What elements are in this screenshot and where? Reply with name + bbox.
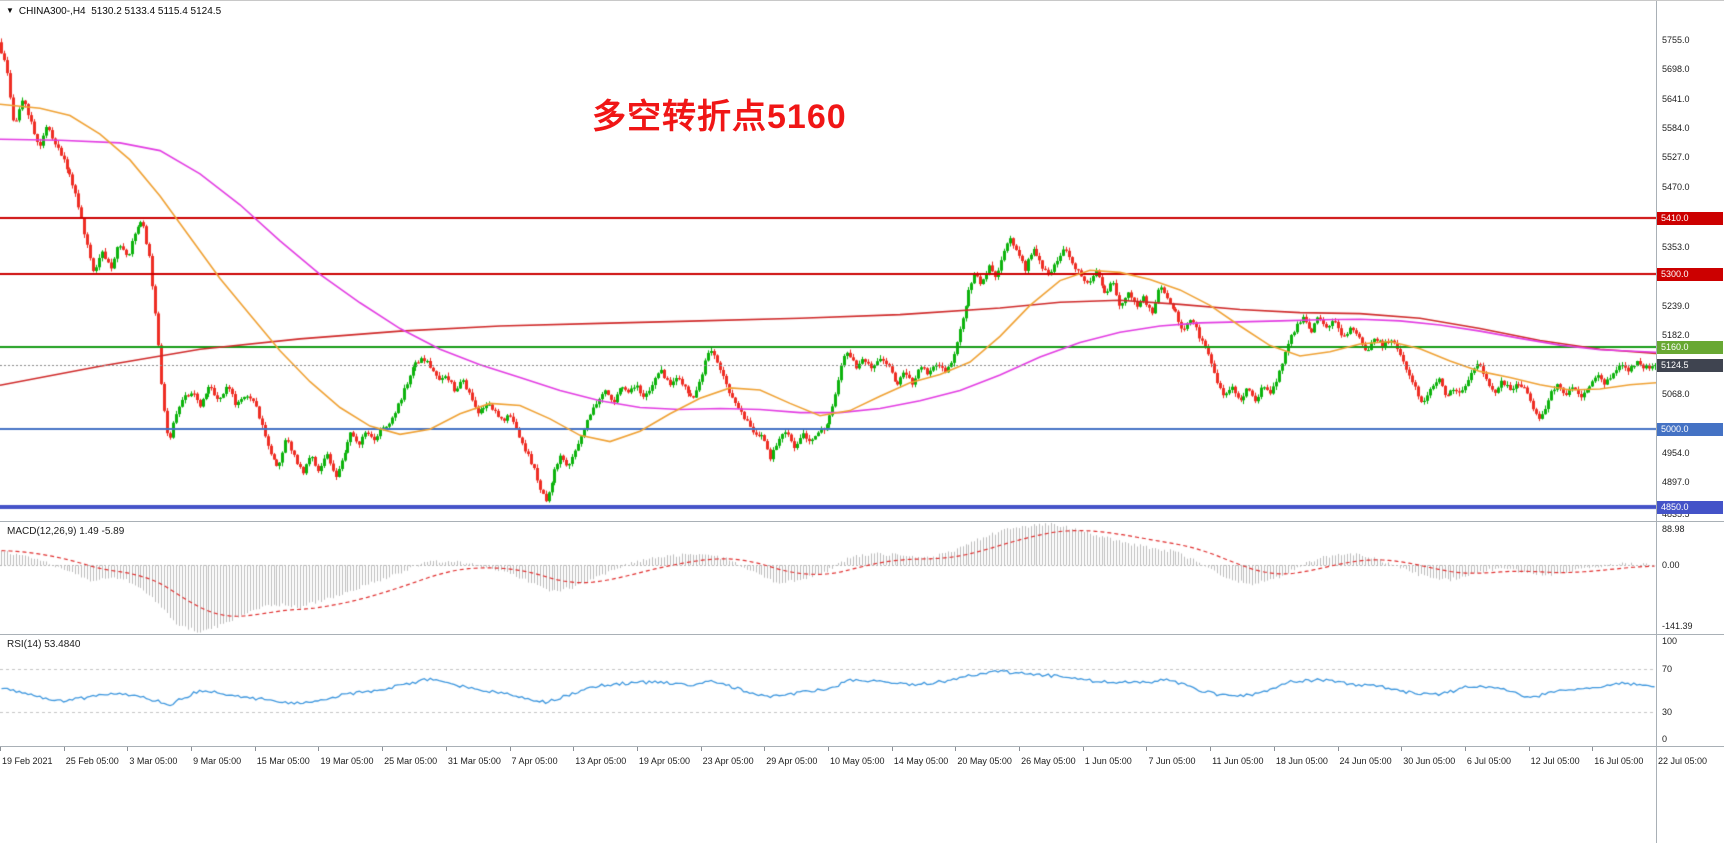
price-axis-label: 5527.0 [1662, 152, 1690, 163]
rsi-label: RSI(14) 53.4840 [7, 639, 81, 650]
price-level-badge: 5410.0 [1657, 211, 1723, 225]
time-axis-label: 12 Jul 05:00 [1530, 756, 1580, 766]
macd-indicator-pane: MACD(12,26,9) 1.49 -5.89 88.98 0.00 -141.3… [0, 521, 1724, 634]
time-axis-tick [1210, 747, 1211, 751]
price-axis-label: 4835.5 [1662, 509, 1690, 520]
price-level-badge: 5124.5 [1657, 358, 1723, 372]
price-level-badge: 5300.0 [1657, 268, 1723, 282]
macd-axis-label: 0.00 [1662, 560, 1680, 571]
time-axis-tick [1083, 747, 1084, 751]
time-axis[interactable]: 19 Feb 2021 25 Feb 05:00 3 Mar 05:00 9 Mar … [0, 746, 1724, 843]
time-axis-tick [1019, 747, 1020, 751]
time-axis-label: 19 Feb 2021 [2, 756, 53, 766]
price-axis-separator [1656, 1, 1657, 843]
price-axis-label: 5470.0 [1662, 181, 1690, 192]
time-axis-label: 23 Apr 05:00 [702, 756, 754, 766]
price-level-badge: 5160.0 [1657, 340, 1723, 354]
time-axis-label: 22 Jul 05:00 [1658, 756, 1708, 766]
price-axis-label: 5698.0 [1662, 64, 1690, 75]
time-axis-label: 7 Jun 05:00 [1148, 756, 1196, 766]
time-axis-tick [1592, 747, 1593, 751]
time-axis-label: 19 Mar 05:00 [320, 756, 374, 766]
macd-axis: 88.98 0.00 -141.39 [1657, 522, 1724, 634]
time-axis-tick [446, 747, 447, 751]
chart-annotation-text[interactable]: 多空转折点5160 [592, 98, 847, 136]
candlestick-chart-canvas[interactable] [0, 1, 1656, 521]
time-axis-tick [828, 747, 829, 751]
time-axis-tick [1146, 747, 1147, 751]
price-level-badge: 4850.0 [1657, 500, 1723, 514]
symbol-ohlc: 5130.2 5133.4 5115.4 5124.5 [91, 6, 222, 17]
time-axis-tick [510, 747, 511, 751]
time-axis-label: 26 May 05:00 [1021, 756, 1076, 766]
time-axis-tick [764, 747, 765, 751]
macd-indicator-canvas[interactable] [0, 522, 1656, 634]
price-axis-label: 4954.0 [1662, 447, 1690, 458]
price-axis-label: 5353.0 [1662, 242, 1690, 253]
time-axis-label: 18 Jun 05:00 [1275, 756, 1328, 766]
symbol-dropdown-icon[interactable]: ▼ [6, 6, 14, 15]
time-axis-label: 29 Apr 05:00 [766, 756, 818, 766]
macd-label: MACD(12,26,9) 1.49 -5.89 [7, 526, 125, 537]
rsi-axis-label: 70 [1662, 664, 1673, 675]
time-axis-label: 1 Jun 05:00 [1084, 756, 1132, 766]
time-axis-label: 6 Jul 05:00 [1466, 756, 1511, 766]
price-axis: 5755.0 5698.0 5641.0 5584.0 5527.0 5470.0 5353… [1657, 1, 1724, 521]
time-axis-label: 30 Jun 05:00 [1403, 756, 1456, 766]
rsi-axis-label: 100 [1662, 636, 1678, 646]
price-axis-label: 5755.0 [1662, 34, 1690, 45]
macd-axis-label: 88.98 [1662, 524, 1685, 534]
rsi-indicator-canvas[interactable] [0, 635, 1656, 746]
time-axis-tick [573, 747, 574, 751]
rsi-indicator-pane: RSI(14) 53.4840 100 70 30 0 [0, 634, 1724, 746]
time-axis-label: 11 Jun 05:00 [1212, 756, 1264, 766]
price-chart-pane: ▼ CHINA300-,H4 5130.2 5133.4 5115.4 5124.… [0, 1, 1724, 521]
time-axis-tick [255, 747, 256, 751]
price-axis-label: 5182.0 [1662, 330, 1690, 341]
time-axis-label: 10 May 05:00 [830, 756, 885, 766]
time-axis-tick [637, 747, 638, 751]
rsi-axis-label: 30 [1662, 706, 1673, 717]
symbol-title: CHINA300-,H4 [18, 6, 86, 17]
symbol-info: ▼ CHINA300-,H4 5130.2 5133.4 5115.4 5124.… [6, 6, 221, 17]
time-axis-tick [0, 747, 1, 751]
price-level-badge: 5000.0 [1657, 423, 1723, 437]
time-axis-tick [382, 747, 383, 751]
time-axis-label: 3 Mar 05:00 [129, 756, 178, 766]
macd-axis-label: -141.39 [1662, 621, 1693, 631]
time-axis-tick [1274, 747, 1275, 751]
time-axis-tick [1465, 747, 1466, 751]
time-axis-label: 25 Feb 05:00 [65, 756, 119, 766]
time-axis-label: 9 Mar 05:00 [193, 756, 242, 766]
time-axis-label: 14 May 05:00 [893, 756, 949, 766]
time-axis-label: 25 Mar 05:00 [384, 756, 438, 766]
price-axis-label: 5584.0 [1662, 122, 1690, 133]
time-axis-tick [318, 747, 319, 751]
time-axis-tick [64, 747, 65, 751]
price-axis-label: 4897.0 [1662, 477, 1690, 488]
time-axis-label: 7 Apr 05:00 [511, 756, 558, 766]
price-axis-label: 5068.0 [1662, 389, 1690, 400]
time-axis-tick [1529, 747, 1530, 751]
time-axis-label: 31 Mar 05:00 [447, 756, 501, 766]
time-axis-label: 16 Jul 05:00 [1594, 756, 1644, 766]
time-axis-label: 19 Apr 05:00 [638, 756, 690, 766]
time-axis-tick [892, 747, 893, 751]
rsi-axis-label: 0 [1662, 734, 1668, 744]
time-axis-label: 24 Jun 05:00 [1339, 756, 1392, 766]
rsi-axis: 100 70 30 0 [1657, 635, 1724, 746]
time-axis-label: 15 Mar 05:00 [256, 756, 310, 766]
time-axis-tick [1401, 747, 1402, 751]
price-axis-label: 5239.0 [1662, 300, 1690, 311]
price-axis-label: 5641.0 [1662, 93, 1690, 104]
time-axis-tick [127, 747, 128, 751]
time-axis-tick [191, 747, 192, 751]
time-axis-label: 13 Apr 05:00 [575, 756, 627, 766]
time-axis-label: 20 May 05:00 [957, 756, 1012, 766]
time-axis-tick [1338, 747, 1339, 751]
time-axis-tick [955, 747, 956, 751]
time-axis-tick [701, 747, 702, 751]
